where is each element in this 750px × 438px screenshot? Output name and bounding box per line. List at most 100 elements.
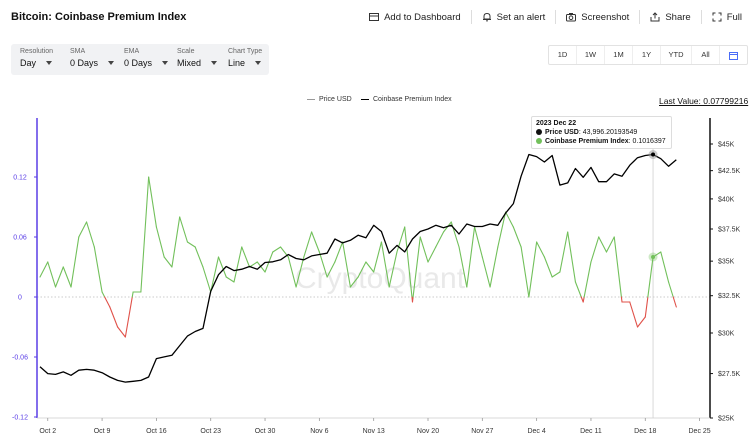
x-tick-label: Oct 23 bbox=[200, 428, 221, 435]
resolution-select[interactable]: Resolution Day bbox=[20, 48, 53, 72]
chevron-down-icon bbox=[108, 61, 115, 65]
premium-segment bbox=[512, 226, 522, 248]
premium-segment bbox=[171, 216, 181, 268]
fullscreen-label: Full bbox=[726, 11, 742, 23]
calendar-icon bbox=[729, 51, 738, 60]
sma-label: SMA bbox=[70, 48, 86, 55]
fullscreen-icon bbox=[712, 12, 722, 22]
premium-segment bbox=[668, 281, 674, 298]
premium-segment bbox=[419, 236, 429, 263]
last-value: Last Value: 0.07799216 bbox=[659, 96, 749, 106]
premium-segment bbox=[311, 231, 320, 253]
premium-segment bbox=[326, 261, 336, 278]
premium-segment bbox=[225, 276, 235, 283]
range-ytd-button[interactable]: YTD bbox=[661, 46, 692, 64]
premium-segment bbox=[117, 326, 126, 338]
premium-segment bbox=[497, 211, 507, 248]
y-right-tick-label: $30K bbox=[718, 331, 735, 338]
x-tick-label: Dec 11 bbox=[580, 428, 602, 435]
premium-segment bbox=[396, 226, 406, 253]
scale-select[interactable]: Scale Mixed bbox=[177, 48, 218, 72]
screenshot-label: Screenshot bbox=[581, 11, 630, 23]
set-alert-button[interactable]: Set an alert bbox=[472, 10, 557, 24]
tooltip-premium-value: : 0.1016397 bbox=[628, 138, 666, 145]
top-bar: Bitcoin: Coinbase Premium Index Add to D… bbox=[0, 0, 750, 34]
premium-segment bbox=[505, 211, 514, 228]
chart-type-label: Chart Type bbox=[228, 48, 263, 55]
premium-segment bbox=[613, 236, 622, 298]
y-right-tick-label: $32.5K bbox=[718, 293, 741, 300]
x-tick-label: Oct 9 bbox=[94, 428, 111, 435]
premium-segment bbox=[342, 241, 351, 288]
tooltip-price-value: : 43,996.20193549 bbox=[578, 129, 638, 136]
premium-segment bbox=[574, 281, 582, 298]
chevron-down-icon bbox=[211, 61, 218, 65]
range-1y-button[interactable]: 1Y bbox=[633, 46, 661, 64]
premium-segment bbox=[388, 251, 398, 288]
premium-segment bbox=[349, 276, 359, 288]
y-right-tick-label: $35K bbox=[718, 259, 735, 266]
premium-segment bbox=[620, 296, 623, 303]
chart-type-select[interactable]: Chart Type Line bbox=[228, 48, 262, 72]
sma-value: 0 Days bbox=[70, 58, 99, 68]
resolution-label: Resolution bbox=[20, 48, 54, 55]
y-left-tick-label: -0.06 bbox=[12, 355, 28, 362]
premium-segment bbox=[481, 256, 491, 288]
premium-segment bbox=[647, 256, 654, 298]
ema-label: EMA bbox=[124, 48, 140, 55]
premium-segment bbox=[559, 231, 569, 273]
share-button[interactable]: Share bbox=[640, 10, 702, 24]
premium-segment bbox=[101, 291, 106, 298]
x-tick-label: Oct 2 bbox=[39, 428, 56, 435]
bell-icon bbox=[482, 12, 491, 22]
premium-segment bbox=[303, 231, 313, 258]
ema-select[interactable]: EMA 0 Days bbox=[124, 48, 169, 72]
fullscreen-button[interactable]: Full bbox=[702, 10, 742, 24]
premium-segment bbox=[47, 261, 57, 288]
x-tick-label: Nov 13 bbox=[363, 428, 385, 435]
premium-segment bbox=[272, 246, 282, 253]
add-to-dashboard-button[interactable]: Add to Dashboard bbox=[359, 10, 472, 24]
premium-segment bbox=[70, 236, 80, 288]
range-1w-button[interactable]: 1W bbox=[577, 46, 605, 64]
premium-segment bbox=[411, 296, 414, 303]
y-right-tick-label: $40K bbox=[718, 196, 735, 203]
premium-segment bbox=[104, 296, 111, 308]
premium-segment bbox=[287, 256, 297, 288]
legend-premium[interactable]: Coinbase Premium Index bbox=[361, 96, 452, 103]
premium-segment bbox=[256, 261, 266, 273]
calendar-button[interactable] bbox=[720, 46, 747, 64]
premium-segment bbox=[54, 266, 64, 288]
screenshot-button[interactable]: Screenshot bbox=[556, 10, 641, 24]
y-left-tick-label: 0.12 bbox=[13, 175, 27, 182]
premium-segment bbox=[186, 241, 196, 248]
add-to-dashboard-label: Add to Dashboard bbox=[384, 11, 461, 23]
legend-swatch-price bbox=[307, 98, 315, 101]
premium-segment bbox=[551, 271, 561, 278]
premium-segment bbox=[78, 221, 88, 238]
y-left-tick-label: 0.06 bbox=[13, 235, 27, 242]
legend-price[interactable]: Price USD bbox=[307, 96, 352, 103]
legend-premium-label: Coinbase Premium Index bbox=[373, 96, 452, 103]
premium-segment bbox=[86, 221, 95, 248]
range-1m-button[interactable]: 1M bbox=[605, 46, 633, 64]
toolbar-actions: Add to Dashboard Set an alert Screenshot… bbox=[359, 10, 742, 24]
tooltip-premium-label: Coinbase Premium Index bbox=[545, 138, 629, 145]
sma-select[interactable]: SMA 0 Days bbox=[70, 48, 115, 72]
legend-price-label: Price USD bbox=[319, 96, 352, 103]
series-price-usd bbox=[39, 153, 677, 383]
premium-segment bbox=[241, 246, 251, 268]
premium-segment bbox=[489, 246, 499, 288]
ema-value: 0 Days bbox=[124, 58, 153, 68]
premium-segment bbox=[435, 231, 445, 248]
range-all-button[interactable]: All bbox=[692, 46, 720, 64]
premium-segment bbox=[520, 246, 530, 298]
share-icon bbox=[650, 12, 660, 22]
x-tick-label: Dec 18 bbox=[634, 428, 656, 435]
premium-segment bbox=[62, 266, 72, 288]
hover-marker-price bbox=[651, 152, 656, 157]
tooltip-price-dot bbox=[536, 129, 542, 136]
range-1d-button[interactable]: 1D bbox=[549, 46, 577, 64]
premium-segment bbox=[295, 256, 305, 288]
